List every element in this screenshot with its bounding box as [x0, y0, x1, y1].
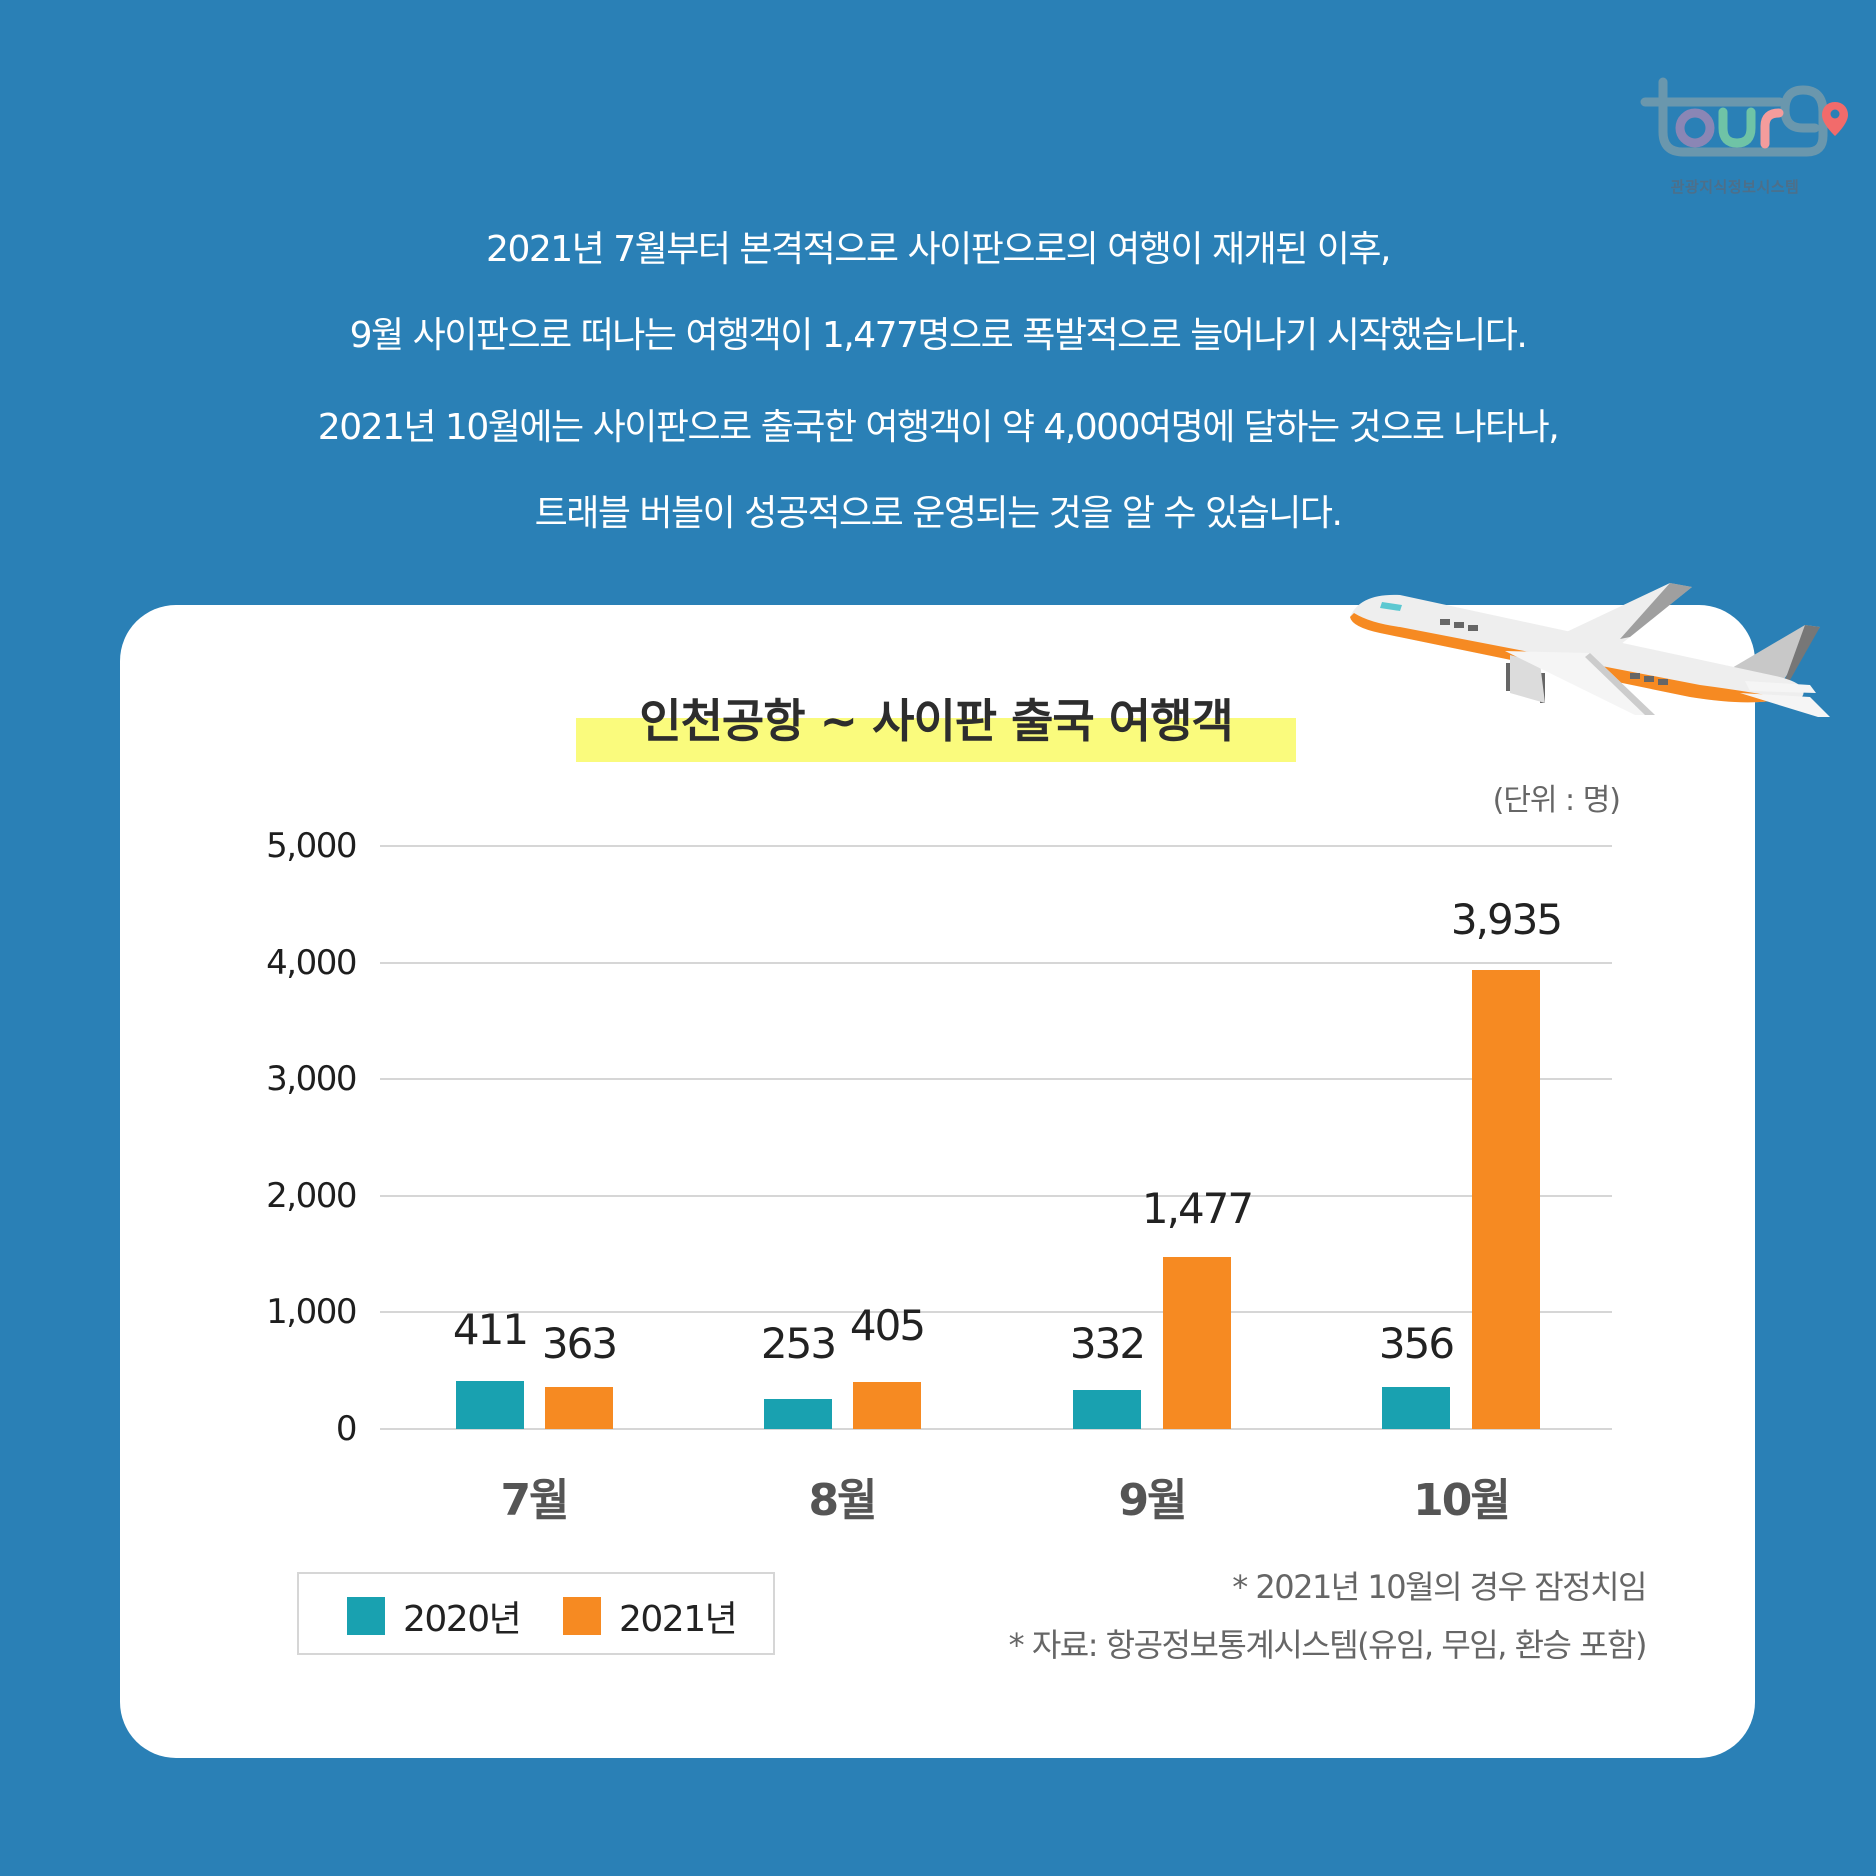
intro-paragraph-2: 2021년 10월에는 사이판으로 출국한 여행객이 약 4,000여명에 달하…: [0, 385, 1876, 557]
baseline: [380, 1428, 1612, 1430]
tour9-logo: 관광지식정보시스템: [1635, 70, 1850, 200]
intro-line: 2021년 7월부터 본격적으로 사이판으로의 여행이 재개된 이후,: [486, 229, 1391, 270]
intro-line: 2021년 10월에는 사이판으로 출국한 여행객이 약 4,000여명에 달하…: [317, 407, 1560, 448]
y-tick: 0: [335, 1409, 358, 1449]
footnote-source: * 자료: 항공정보통계시스템(유임, 무임, 환승 포함): [1008, 1626, 1648, 1664]
value-label: 356: [1378, 1319, 1455, 1368]
value-label: 332: [1069, 1319, 1146, 1368]
bar-2021-aug: [853, 1382, 921, 1429]
bar-2021-oct: [1472, 970, 1540, 1429]
gridline: [380, 845, 1612, 847]
bar-2021-jul: [545, 1387, 613, 1429]
value-label: 363: [541, 1319, 618, 1368]
intro-paragraph-1: 2021년 7월부터 본격적으로 사이판으로의 여행이 재개된 이후, 9월 사…: [0, 207, 1876, 379]
airplane-icon: [1350, 583, 1830, 717]
tour9-logo-mark: [1640, 77, 1828, 157]
title-highlight: [576, 718, 1296, 762]
chart-legend: 2020년 2021년: [297, 1572, 775, 1655]
chart-title: 인천공항 ~ 사이판 출국 여행객: [576, 691, 1296, 762]
x-category: 10월: [1413, 1475, 1511, 1526]
value-label: 405: [849, 1301, 926, 1350]
legend-swatch-teal: [347, 1597, 385, 1635]
unit-label: (단위 : 명): [1492, 783, 1621, 818]
gridline: [380, 1078, 1612, 1080]
legend-item-2021: 2021년: [563, 1596, 738, 1640]
value-label: 1,477: [1141, 1184, 1254, 1233]
x-category: 9월: [1118, 1475, 1187, 1526]
intro-line: 9월 사이판으로 떠나는 여행객이 1,477명으로 폭발적으로 늘어나기 시작…: [349, 315, 1528, 356]
gridline: [380, 1195, 1612, 1197]
gridline: [380, 962, 1612, 964]
y-tick: 3,000: [266, 1059, 357, 1099]
bar-2021-sep: [1163, 1257, 1231, 1429]
bar-2020-aug: [764, 1399, 832, 1429]
x-category: 8월: [808, 1475, 877, 1526]
footnote-provisional: * 2021년 10월의 경우 잠정치임: [1232, 1568, 1647, 1606]
y-tick: 1,000: [266, 1292, 357, 1332]
bar-2020-oct: [1382, 1387, 1450, 1429]
gridline: [380, 1311, 1612, 1313]
value-label: 3,935: [1450, 895, 1563, 944]
y-tick: 2,000: [266, 1176, 357, 1216]
legend-item-2020: 2020년: [347, 1596, 522, 1640]
bar-2020-jul: [456, 1381, 524, 1429]
y-tick: 4,000: [266, 943, 357, 983]
value-label: 411: [452, 1305, 529, 1354]
x-category: 7월: [500, 1475, 569, 1526]
y-tick: 5,000: [266, 826, 357, 866]
bar-2020-sep: [1073, 1390, 1141, 1429]
value-label: 253: [760, 1319, 837, 1368]
logo-subtitle: 관광지식정보시스템: [1670, 178, 1800, 196]
legend-swatch-orange: [563, 1597, 601, 1635]
intro-line: 트래블 버블이 성공적으로 운영되는 것을 알 수 있습니다.: [534, 493, 1343, 534]
map-pin-icon: [1822, 102, 1848, 136]
